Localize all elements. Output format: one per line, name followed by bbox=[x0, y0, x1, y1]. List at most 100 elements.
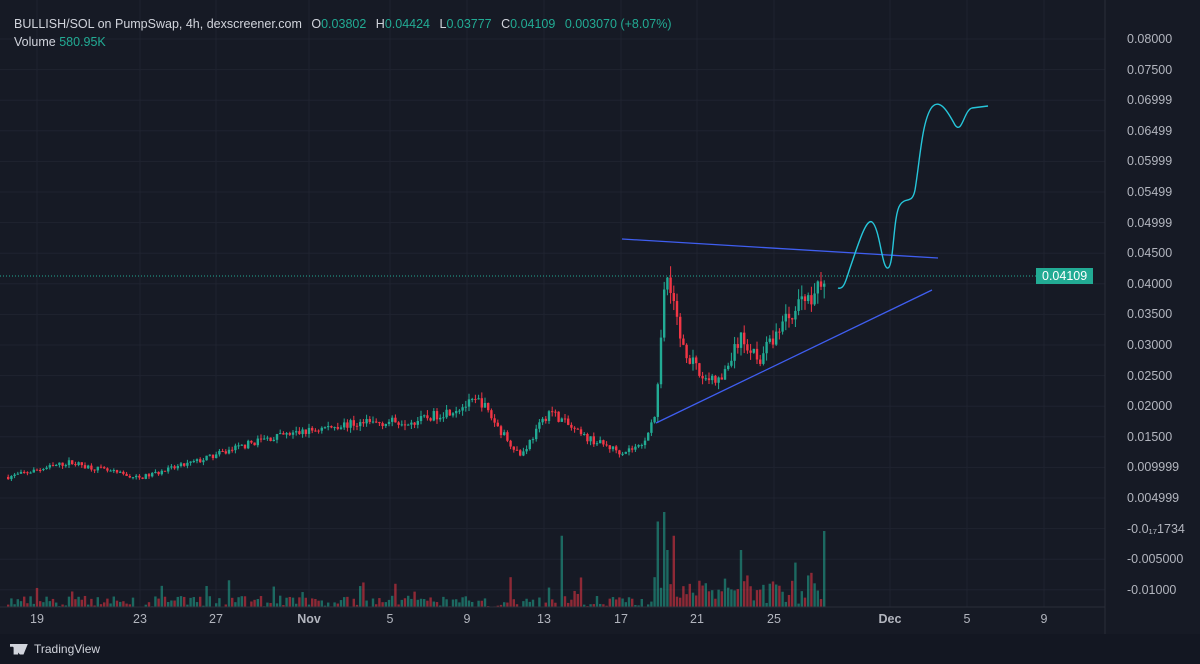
volume-bar bbox=[333, 602, 336, 607]
candle-body bbox=[813, 293, 816, 305]
volume-bar bbox=[400, 599, 403, 607]
volume-bar bbox=[701, 585, 704, 607]
volume-bar bbox=[691, 592, 695, 607]
candle-body bbox=[330, 426, 333, 428]
volume-bar bbox=[659, 587, 663, 607]
candle-body bbox=[416, 421, 419, 425]
candle-body bbox=[586, 433, 589, 442]
volume-bar bbox=[208, 596, 211, 607]
candle-body bbox=[23, 471, 26, 473]
volume-bar bbox=[122, 601, 125, 607]
volume-bar bbox=[99, 604, 103, 607]
price-tick: 0.01500 bbox=[1127, 429, 1173, 444]
candle-body bbox=[535, 428, 538, 440]
volume-bar bbox=[563, 596, 567, 607]
upper-trendline[interactable] bbox=[621, 238, 939, 259]
volume-bar bbox=[215, 603, 218, 607]
candle-body bbox=[768, 338, 771, 342]
candle-body bbox=[781, 321, 784, 332]
candle-body bbox=[167, 467, 170, 472]
volume-bar bbox=[234, 602, 237, 607]
volume-bar bbox=[282, 605, 285, 607]
candle-body bbox=[771, 338, 775, 345]
candle-body bbox=[307, 427, 311, 434]
volume-bar bbox=[528, 601, 531, 607]
lower-trendline[interactable] bbox=[655, 289, 933, 424]
candle-body bbox=[730, 360, 733, 366]
candle-body bbox=[515, 449, 519, 451]
candle-body bbox=[685, 344, 688, 359]
candle-body bbox=[138, 475, 141, 478]
candle-body bbox=[743, 332, 746, 345]
projection-path[interactable] bbox=[837, 103, 989, 289]
volume-bar bbox=[749, 586, 752, 607]
candle-body bbox=[240, 444, 243, 446]
volume-bar bbox=[48, 601, 51, 607]
volume-bar bbox=[410, 598, 413, 607]
volume-bar bbox=[250, 601, 253, 607]
volume-bar bbox=[791, 580, 794, 607]
volume-bar bbox=[589, 604, 592, 607]
candle-body bbox=[711, 375, 714, 381]
volume-bar bbox=[423, 599, 426, 607]
footer: TradingView bbox=[0, 634, 1200, 664]
candle-body bbox=[183, 463, 186, 466]
candle-body bbox=[483, 402, 487, 408]
volume-bar bbox=[67, 596, 71, 607]
volume-bar bbox=[343, 597, 346, 607]
symbol-title[interactable]: BULLISH/SOL on PumpSwap, 4h, dexscreener… bbox=[14, 17, 302, 31]
volume-bar bbox=[13, 604, 16, 607]
candle-body bbox=[624, 451, 627, 454]
candle-body bbox=[311, 427, 314, 431]
candle-body bbox=[458, 410, 461, 412]
candle-body bbox=[631, 448, 634, 450]
candle-body bbox=[67, 460, 71, 466]
volume-bar bbox=[522, 601, 525, 607]
candle-body bbox=[675, 301, 679, 317]
candle-body bbox=[579, 429, 583, 435]
volume-bar bbox=[339, 600, 343, 607]
candle-body bbox=[656, 384, 659, 417]
candle-body bbox=[96, 466, 99, 471]
candle-body bbox=[266, 437, 269, 439]
volume-bar bbox=[87, 604, 90, 607]
volume-bar bbox=[407, 595, 410, 607]
candle-body bbox=[339, 427, 343, 429]
candle-body bbox=[375, 421, 378, 423]
volume-bar bbox=[218, 598, 221, 607]
volume-bar bbox=[199, 596, 202, 607]
candle-body bbox=[519, 450, 522, 456]
volume-bar bbox=[259, 596, 263, 607]
candle-body bbox=[192, 461, 195, 463]
candle-body bbox=[7, 476, 10, 480]
volume-bar bbox=[464, 596, 467, 607]
candle-body bbox=[714, 375, 717, 383]
candle-body bbox=[45, 467, 48, 469]
candle-body bbox=[567, 418, 570, 425]
volume-bar bbox=[538, 597, 541, 607]
candle-body bbox=[298, 431, 301, 435]
candle-body bbox=[74, 464, 77, 466]
candle-body bbox=[608, 445, 611, 450]
grid bbox=[0, 0, 1105, 607]
volume-bar bbox=[336, 603, 339, 607]
time-tick: 25 bbox=[767, 612, 781, 626]
candle-body bbox=[320, 427, 323, 431]
volume-bar bbox=[544, 602, 547, 607]
volume-bar bbox=[419, 598, 423, 607]
candle-body bbox=[221, 451, 224, 453]
volume-bar bbox=[16, 599, 19, 607]
volume-bar bbox=[759, 589, 762, 607]
candle-body bbox=[778, 331, 781, 333]
candle-body bbox=[762, 353, 765, 364]
volume-bar bbox=[432, 601, 435, 607]
volume-bar bbox=[730, 589, 733, 607]
volume-bar bbox=[752, 600, 755, 607]
volume-bar bbox=[797, 603, 800, 607]
volume-bar bbox=[739, 550, 743, 607]
candle-body bbox=[672, 293, 675, 302]
candle-body bbox=[285, 433, 288, 435]
price-chart[interactable] bbox=[0, 0, 1200, 634]
candle-body bbox=[605, 444, 608, 446]
candle-body bbox=[64, 465, 67, 467]
